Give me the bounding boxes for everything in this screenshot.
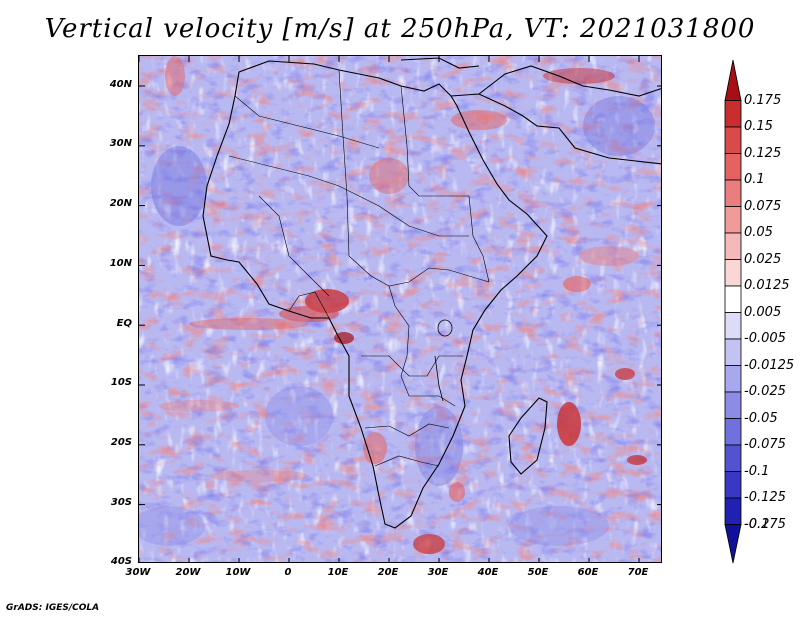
coastline-madagascar [508, 397, 548, 475]
field-feature [159, 400, 239, 412]
colorbar-level-label: 0.175 [744, 92, 782, 108]
lat-label: 40N [109, 79, 132, 90]
coastline-africa [202, 57, 661, 529]
lat-label: 10S [110, 377, 132, 388]
colorbar-swatch [724, 179, 742, 207]
field-feature [363, 432, 387, 464]
field-feature [334, 332, 354, 344]
lon-label: 30W [125, 567, 151, 578]
field-feature [543, 68, 615, 84]
colorbar-swatch [724, 497, 742, 525]
lon-label: 0 [284, 567, 292, 578]
colorbar-level-label: -0.075 [744, 437, 786, 452]
footer-credit: GrADS: IGES/COLA [6, 603, 100, 613]
lon-label: 20E [377, 567, 399, 578]
lon-label: 10E [327, 567, 349, 578]
vertical-velocity-field [139, 56, 661, 562]
lon-label: 30E [427, 567, 449, 578]
colorbar-level-label: 0.125 [744, 145, 782, 161]
lon-label: 10W [225, 567, 251, 578]
colorbar-level-label: 0.075 [744, 198, 782, 214]
colorbar-level-label: -0.005 [744, 331, 786, 346]
lon-label: 50E [527, 567, 549, 578]
lat-label: 30S [110, 497, 132, 508]
field-feature [449, 482, 465, 502]
colorbar-level-label: 0.15 [744, 119, 773, 134]
field-feature [583, 96, 655, 156]
colorbar-level-label: 0.1 [744, 172, 765, 187]
lat-label: 20N [109, 198, 132, 209]
map-title: Vertical velocity [m/s] at 250hPa, VT: 2… [44, 14, 756, 44]
field-feature [209, 470, 309, 482]
field-feature [369, 158, 409, 194]
colorbar-level-label: 0.0125 [744, 278, 790, 293]
field-feature [615, 368, 635, 380]
colorbar-level-label: -0.125 [744, 490, 786, 505]
lon-label: 20W [175, 567, 201, 578]
colorbar-swatch [724, 338, 742, 366]
colorbar-swatch [724, 100, 742, 128]
field-feature [415, 406, 463, 486]
colorbar-swatch [724, 285, 742, 313]
lat-label: 10N [109, 258, 132, 269]
colorbar-swatch [724, 153, 742, 181]
lon-label: 40E [477, 567, 499, 578]
lon-label: 70E [627, 567, 649, 578]
field-feature [165, 56, 185, 96]
field-feature [509, 506, 609, 546]
colorbar-swatch [724, 524, 742, 564]
lon-label: 60E [577, 567, 599, 578]
lake-victoria [434, 319, 453, 402]
field-feature [579, 246, 639, 266]
colorbar-level-label: -0.2 [744, 516, 770, 532]
colorbar-swatch [724, 391, 742, 419]
colorbar-swatch [724, 471, 742, 499]
colorbar-swatch [724, 60, 742, 101]
field-feature [151, 146, 207, 226]
colorbar-swatch [724, 365, 742, 393]
field-feature [563, 276, 591, 292]
field-features [139, 56, 655, 554]
descent-noise-layer [139, 56, 661, 562]
colorbar-swatch [724, 444, 742, 472]
colorbar-level-label: 0.05 [744, 225, 773, 240]
field-feature [413, 534, 445, 554]
lat-label: 20S [110, 437, 132, 448]
colorbar-swatch [724, 206, 742, 234]
grid-ticks [139, 56, 661, 562]
colorbar-swatch [724, 126, 742, 154]
colorbar-level-label: -0.0125 [744, 357, 795, 373]
colorbar [724, 60, 742, 564]
colorbar-level-label: -0.1 [744, 463, 770, 479]
colorbar-swatch [724, 418, 742, 446]
colorbar-level-label: 0.005 [744, 304, 782, 320]
colorbar-level-label: -0.05 [744, 410, 778, 426]
country-borders [228, 69, 490, 467]
map-panel[interactable] [138, 55, 662, 563]
colorbar-level-label: -0.025 [744, 384, 786, 399]
colorbar-swatch [724, 259, 742, 287]
colorbar-swatch [724, 232, 742, 260]
field-feature [139, 506, 205, 546]
lat-label: EQ [116, 318, 132, 329]
field-feature [557, 402, 581, 446]
field-feature [189, 318, 309, 330]
colorbar-swatch [724, 312, 742, 340]
colorbar-level-label: 0.025 [744, 251, 782, 267]
field-feature [265, 386, 333, 446]
field-feature [451, 110, 507, 130]
field-feature [627, 455, 647, 465]
lat-label: 40S [110, 556, 132, 567]
lat-label: 30N [109, 138, 132, 149]
colorbar-level-label: -0.175 [744, 516, 786, 532]
